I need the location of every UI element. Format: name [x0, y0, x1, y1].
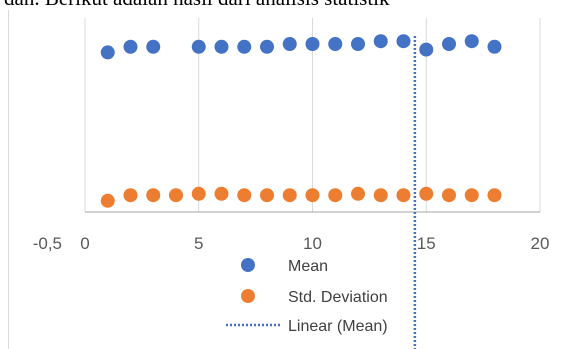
point-mean-1	[100, 45, 115, 60]
point-std-deviation-17	[464, 188, 479, 203]
legend: Mean Std. Deviation Linear (Mean)	[226, 258, 388, 335]
point-mean-12	[351, 37, 365, 51]
point-std-deviation-2	[123, 188, 138, 203]
point-std-deviation-1	[100, 193, 115, 208]
point-std-deviation-8	[260, 188, 274, 203]
x-axis-tick-labels: 0 5 10 15 20	[80, 234, 549, 253]
point-mean-17	[464, 34, 479, 49]
point-mean-18	[487, 39, 502, 54]
point-std-deviation-6	[214, 186, 229, 201]
legend-label-linear-mean: Linear (Mean)	[288, 318, 388, 335]
point-mean-2	[123, 39, 138, 54]
point-std-deviation-11	[328, 188, 343, 203]
point-mean-16	[442, 37, 456, 51]
point-std-deviation-10	[305, 188, 320, 203]
point-std-deviation-13	[373, 188, 388, 203]
point-mean-10	[305, 37, 320, 51]
point-std-deviation-9	[282, 188, 297, 203]
point-std-deviation-7	[237, 188, 252, 203]
x-tick-label-20: 20	[531, 234, 550, 253]
x-tick-label-10: 10	[303, 234, 322, 253]
point-std-deviation-15	[419, 186, 434, 201]
point-std-deviation-4	[169, 188, 183, 203]
point-mean-11	[328, 37, 343, 51]
legend-label-mean: Mean	[288, 258, 328, 275]
point-mean-15	[419, 42, 434, 57]
point-mean-8	[260, 39, 274, 54]
chart-frame	[8, 10, 576, 349]
point-std-deviation-18	[487, 188, 502, 203]
point-mean-7	[237, 39, 252, 54]
point-mean-14	[396, 34, 411, 49]
legend-marker-std-deviation	[241, 289, 255, 303]
legend-label-std-deviation: Std. Deviation	[288, 289, 388, 306]
x-tick-label-15: 15	[417, 234, 436, 253]
data-points	[100, 34, 502, 208]
legend-marker-mean	[241, 258, 255, 272]
point-std-deviation-16	[442, 188, 456, 203]
document-caption: dan. Berikut adalah hasil dari analisis …	[4, 0, 390, 11]
point-std-deviation-3	[146, 188, 161, 203]
gridlines	[84, 18, 541, 212]
x-tick-label-0: 0	[80, 234, 89, 253]
y-axis-tick-label: -0,5	[33, 234, 62, 253]
point-mean-9	[282, 37, 297, 51]
point-mean-13	[373, 34, 388, 49]
point-mean-3	[146, 39, 161, 54]
point-std-deviation-14	[396, 188, 411, 203]
x-tick-label-5: 5	[194, 234, 203, 253]
point-std-deviation-12	[351, 186, 365, 201]
point-std-deviation-5	[191, 186, 206, 201]
point-mean-6	[214, 39, 229, 54]
point-mean-5	[191, 39, 206, 54]
